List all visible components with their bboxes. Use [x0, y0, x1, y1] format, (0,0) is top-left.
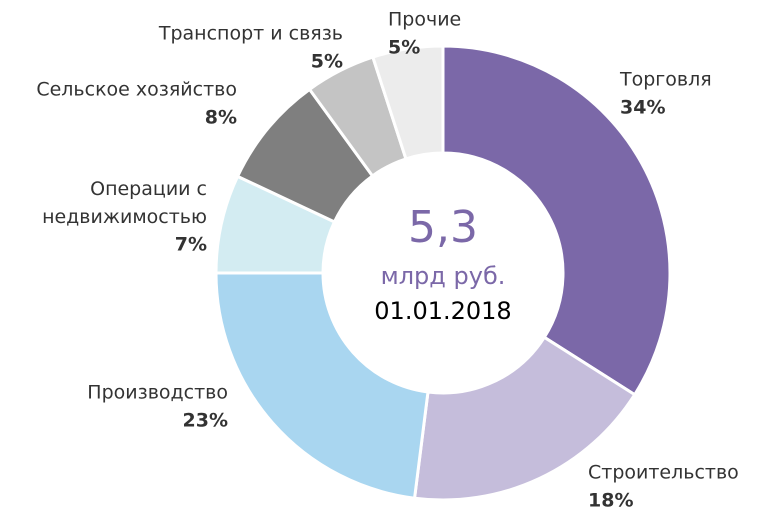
slice	[214, 271, 430, 500]
category-label: Строительство	[588, 462, 739, 484]
value-label: 8%	[205, 107, 237, 129]
value-label: 5%	[311, 51, 343, 73]
category-label: Торговля	[619, 69, 712, 91]
center-value: 5,3	[408, 202, 478, 253]
center-unit: млрд руб.	[381, 262, 506, 290]
category-label: Производство	[87, 382, 228, 404]
slice	[441, 44, 672, 397]
center-date: 01.01.2018	[374, 297, 511, 325]
category-label: Прочие	[388, 9, 461, 31]
value-label: 34%	[620, 97, 665, 119]
value-label: 7%	[175, 234, 207, 256]
slice	[370, 44, 445, 161]
category-label: Сельское хозяйство	[36, 79, 237, 101]
value-label: 5%	[388, 37, 420, 59]
slice	[412, 335, 637, 502]
category-label: Операции с недвижимостью	[42, 178, 207, 228]
category-label: Транспорт и связь	[158, 23, 343, 45]
value-label: 18%	[588, 490, 633, 510]
value-label: 23%	[183, 410, 228, 432]
